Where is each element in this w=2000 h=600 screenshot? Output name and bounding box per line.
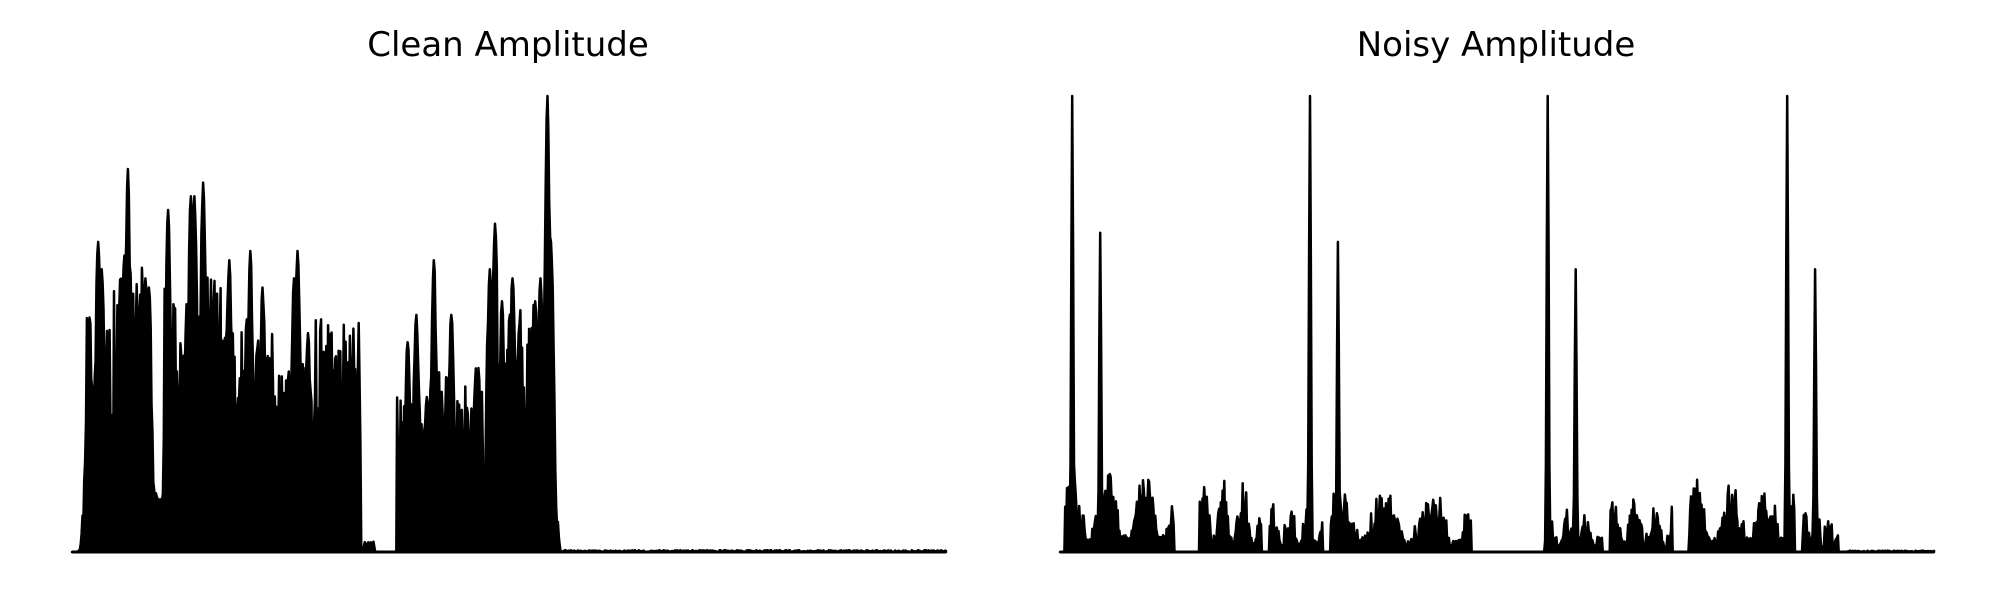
clean-amplitude-title: Clean Amplitude [367, 25, 649, 65]
noisy-amplitude-title: Noisy Amplitude [1357, 25, 1636, 65]
noisy-amplitude-panel: Noisy Amplitude [1058, 25, 1936, 554]
clean-amplitude-panel: Clean Amplitude [70, 25, 948, 554]
